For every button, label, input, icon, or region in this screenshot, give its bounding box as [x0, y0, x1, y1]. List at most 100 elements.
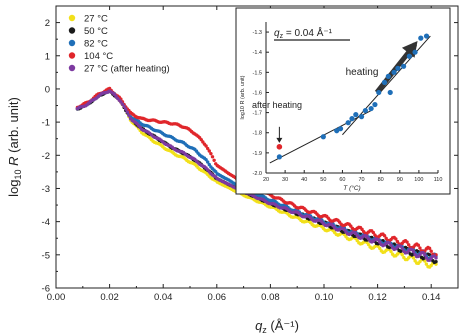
data-point [378, 246, 382, 251]
main-chart: 0.00 0.02 0.04 0.06 0.08 0.10 0.12 0.14 2 1 0 -1 -2 -… [6, 5, 459, 334]
x-tick-label: 0.12 [368, 292, 387, 303]
inset-data-point [334, 128, 340, 134]
data-point [429, 249, 433, 253]
inset-x-tick-label: 80 [378, 177, 384, 183]
y-tick-label: 0 [45, 84, 50, 95]
data-point [204, 157, 208, 162]
inset-y-axis-label: log10 R (arb. unit) [240, 75, 246, 119]
inset-x-tick-label: 50 [320, 177, 326, 183]
data-point [394, 237, 398, 241]
data-point [122, 104, 126, 109]
data-point [434, 259, 438, 264]
y-tick-label: -2 [42, 151, 50, 162]
inset-data-point [412, 49, 418, 55]
legend-label: 50 °C [84, 26, 108, 37]
y-tick-label: -6 [42, 284, 50, 295]
data-point [127, 113, 131, 118]
data-point [389, 249, 393, 254]
data-point [378, 240, 382, 244]
data-point [389, 243, 393, 248]
x-tick-label: 0.06 [208, 292, 227, 303]
data-point [411, 249, 416, 254]
y-tick-label: -3 [42, 184, 50, 195]
inset-data-point [358, 114, 365, 120]
data-point [205, 146, 210, 151]
inset-frame [235, 7, 451, 195]
legend-label: 27 °C (after heating) [84, 64, 170, 75]
inset-data-point [345, 120, 351, 126]
inset-data-point [385, 73, 391, 79]
inset-y-tick-label: -1.6 [253, 90, 262, 96]
inset-data-point [418, 35, 424, 41]
inset-data-point [372, 101, 378, 108]
x-tick-label: 0.10 [315, 292, 334, 303]
x-tick-label: 0.02 [100, 292, 119, 303]
data-point [366, 242, 371, 247]
legend-marker [68, 52, 76, 59]
inset-x-tick-label: 70 [358, 177, 364, 183]
after-heating-point [276, 144, 283, 150]
inset-y-tick-label: -1.5 [253, 70, 262, 76]
inset-x-tick-label: 30 [282, 177, 288, 183]
y-tick-label: 1 [45, 51, 50, 62]
inset-data-point [395, 65, 401, 71]
x-tick-label: 0.14 [422, 292, 441, 303]
series-4 [75, 89, 438, 262]
legend-marker [68, 64, 76, 72]
data-point [382, 234, 387, 238]
inset-x-tick-label: 40 [301, 177, 307, 183]
data-point [400, 253, 404, 257]
data-point [416, 243, 421, 247]
inset-x-tick-label: 100 [414, 177, 423, 183]
inset-data-point [320, 134, 326, 140]
data-point [125, 110, 129, 114]
data-point [400, 246, 404, 251]
inset-y-tick-label: -1.3 [253, 30, 262, 36]
x-tick-label: 0.00 [47, 292, 66, 303]
data-point [210, 155, 215, 159]
data-point [411, 256, 416, 260]
inset-y-tick-label: -1.9 [253, 151, 262, 157]
data-point [427, 246, 432, 251]
inset-data-point [423, 33, 430, 39]
data-point [205, 160, 210, 164]
inset-x-tick-label: 60 [339, 177, 345, 183]
data-point [371, 230, 376, 235]
data-point [212, 158, 216, 163]
y-tick-label: -1 [42, 118, 50, 129]
data-point [207, 149, 211, 153]
inset-points [276, 33, 430, 160]
x-tick-label: 0.04 [154, 292, 173, 303]
x-tick-label: 0.08 [261, 292, 280, 303]
data-point [123, 107, 128, 111]
inset-x-tick-label: 110 [434, 177, 443, 183]
legend-label: 27 °C [84, 14, 108, 25]
inset-title: qz = 0.04 Å⁻¹ [274, 26, 333, 40]
inset-y-tick-label: -1.7 [253, 111, 262, 117]
x-axis-label: qz (Å⁻¹) [255, 318, 299, 334]
inset-y-tick-label: -1.8 [253, 131, 262, 137]
inset-data-point [376, 89, 382, 96]
inset-chart: 20 30 40 50 60 70 80 90 100 110 -1.3 -1.4 -1.5 -1.6 -1… [235, 7, 451, 195]
after-heating-label: after heating [252, 100, 302, 110]
data-point [424, 262, 429, 266]
data-point [405, 240, 409, 244]
inset-x-tick-label: 20 [263, 177, 269, 183]
data-point [418, 246, 422, 250]
inset-x-axis-label: T (°C) [343, 184, 360, 192]
inset-data-point [368, 105, 374, 112]
inset-data-point [362, 107, 368, 114]
y-tick-label: 2 [45, 18, 50, 29]
data-point [434, 256, 438, 260]
plot-frame [55, 5, 459, 289]
inset-data-point [381, 79, 388, 85]
legend-marker [68, 39, 76, 47]
legend-label: 104 °C [84, 51, 113, 62]
y-tick-label: -4 [42, 217, 50, 228]
heating-label: heating [346, 67, 379, 78]
inset-data-point [353, 112, 359, 118]
inset-y-tick-label: -2.0 [253, 171, 262, 177]
inset-x-tick-label: 90 [397, 177, 403, 183]
data-point [209, 151, 213, 156]
